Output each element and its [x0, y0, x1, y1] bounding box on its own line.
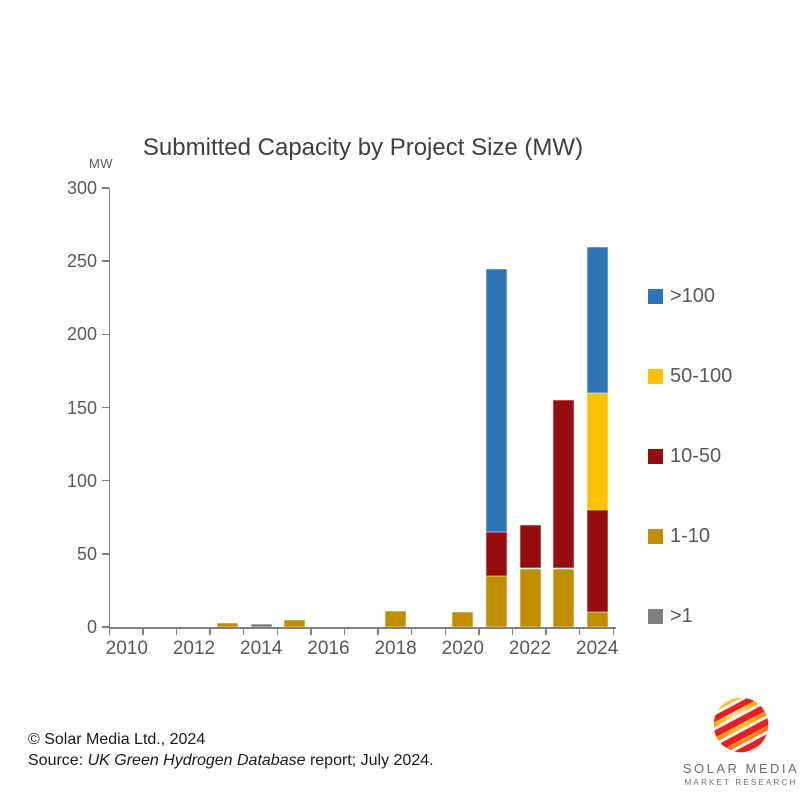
x-axis-tick: [444, 628, 446, 635]
bar-segment-2022-1-10: [519, 568, 541, 627]
y-axis-tick: [101, 626, 109, 628]
y-axis-tick: [101, 406, 109, 409]
bar-segment-2020-1-10: [452, 612, 474, 627]
y-axis-line: [108, 188, 110, 627]
bar-segment-2021->100: [485, 268, 507, 532]
source-text: Source: UK Green Hydrogen Database repor…: [28, 750, 434, 771]
legend-swatch-icon: [648, 528, 663, 544]
legend-item-10-50: 10-50: [648, 444, 722, 467]
legend-label: >100: [670, 284, 716, 307]
legend-swatch-icon: [648, 288, 663, 304]
bar-segment-2021-10-50: [485, 531, 507, 576]
x-axis-tick: [511, 628, 514, 635]
bar-segment-2024-1-10: [586, 612, 608, 627]
bar-segment-2023-10-50: [553, 400, 575, 569]
bar-segment-2014->1: [250, 624, 272, 627]
legend-label: 1-10: [670, 524, 711, 547]
legend-item-1-10: 1-10: [648, 524, 711, 547]
x-axis-tick-label: 2014: [240, 638, 283, 659]
x-axis-tick: [478, 628, 480, 635]
source-title: UK Green Hydrogen Database: [87, 752, 306, 769]
x-axis-tick-label: 2020: [441, 638, 484, 659]
x-axis-tick-label: 2024: [576, 638, 619, 659]
y-axis-tick-label: 100: [66, 470, 97, 491]
legend-item-50-100: 50-100: [648, 364, 733, 387]
x-axis-tick: [612, 628, 614, 635]
bar-segment-2022-10-50: [519, 524, 541, 569]
x-axis-tick: [545, 628, 547, 635]
copyright-text: © Solar Media Ltd., 2024: [28, 731, 206, 748]
bar-segment-2024-10-50: [586, 509, 608, 613]
y-axis-tick: [101, 479, 109, 482]
bar-segment-2013-1-10: [217, 622, 239, 627]
source-suffix: report; July 2024.: [305, 752, 434, 769]
solar-media-logo: SOLAR MEDIA MARKET RESEARCH: [682, 688, 800, 787]
x-axis-tick: [377, 628, 379, 635]
x-axis-line: [108, 626, 616, 629]
y-axis-unit-label: MW: [88, 156, 114, 171]
x-axis-tick-label: 2010: [105, 638, 148, 659]
x-axis-tick-label: 2018: [374, 638, 417, 659]
legend-swatch-icon: [648, 448, 663, 464]
chart-title: Submitted Capacity by Project Size (MW): [142, 134, 584, 161]
chart-footer: © Solar Media Ltd., 2024 Source: UK Gree…: [28, 729, 434, 771]
legend-item->1: >1: [648, 604, 693, 627]
x-axis-tick: [410, 628, 413, 635]
legend-label: >1: [670, 604, 693, 627]
logo-text-solar-media: SOLAR MEDIA: [682, 761, 800, 776]
y-axis-tick-label: 150: [66, 397, 97, 418]
y-axis-tick-label: 50: [76, 543, 97, 564]
x-axis-tick: [343, 628, 346, 635]
x-axis-tick: [175, 628, 178, 635]
x-axis-tick: [276, 628, 278, 635]
y-axis-tick: [101, 187, 109, 189]
legend-label: 10-50: [670, 444, 722, 467]
legend-swatch-icon: [648, 608, 663, 624]
bar-segment-2015-1-10: [284, 619, 306, 627]
bar-segment-2021-1-10: [485, 575, 507, 627]
x-axis-tick-label: 2016: [307, 638, 350, 659]
y-axis-tick: [101, 553, 109, 555]
bar-segment-2023-1-10: [553, 568, 575, 627]
x-axis-tick: [310, 628, 312, 635]
x-axis-tick-label: 2022: [508, 638, 552, 659]
legend-label: 50-100: [670, 364, 733, 387]
y-axis-tick: [101, 333, 109, 336]
bar-segment-2024-50-100: [586, 392, 608, 510]
source-prefix: Source:: [28, 752, 88, 769]
solar-media-sphere-icon: [704, 688, 778, 762]
y-axis-tick-label: 300: [66, 178, 97, 198]
x-axis-tick: [108, 628, 110, 635]
x-axis-tick: [578, 628, 581, 635]
legend-item->100: >100: [648, 284, 716, 307]
logo-text-market-research: MARKET RESEARCH: [684, 778, 798, 787]
y-axis-tick-label: 250: [66, 251, 97, 272]
bar-segment-2024->100: [586, 246, 608, 393]
x-axis-tick: [242, 628, 245, 635]
legend-swatch-icon: [648, 368, 663, 384]
x-axis-tick-label: 2012: [172, 638, 216, 659]
bar-segment-2018-1-10: [385, 610, 407, 627]
y-axis-tick-label: 0: [86, 617, 97, 637]
y-axis-tick-label: 200: [66, 324, 97, 345]
y-axis-tick: [101, 260, 109, 262]
x-axis-tick: [142, 628, 144, 635]
x-axis-tick: [209, 628, 211, 635]
